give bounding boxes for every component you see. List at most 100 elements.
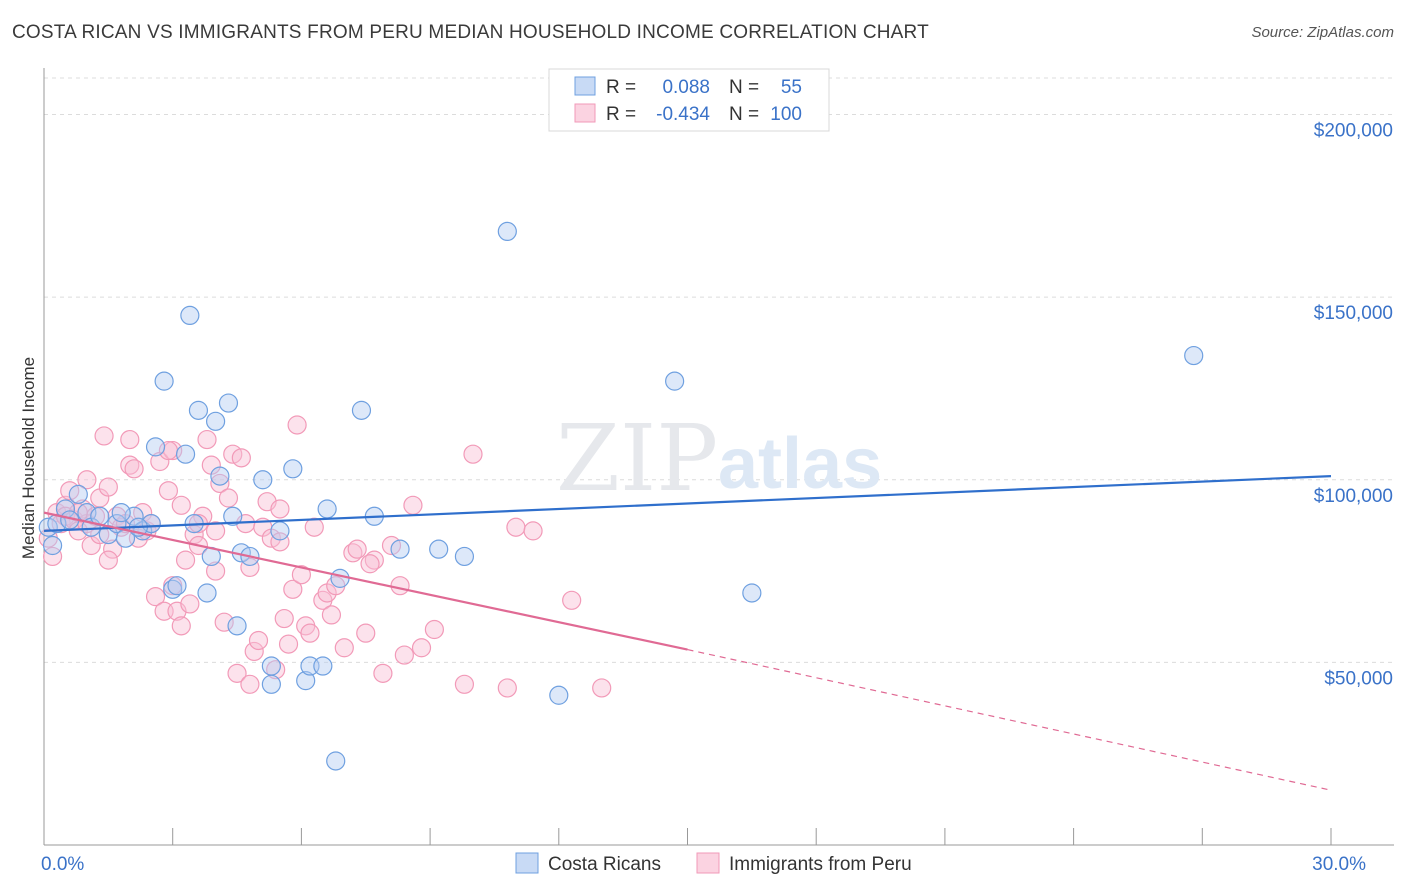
peru-point-17: [103, 539, 123, 559]
peru-point-50: [240, 674, 260, 694]
costa-rican-point-35: [296, 671, 316, 691]
costa-rican-point-51: [42, 535, 63, 556]
y-tick-labels: $50,000 $100,000 $150,000 $200,000: [1314, 121, 1393, 690]
legend-n-value-peru: 100: [770, 104, 802, 125]
costa-rican-point-37: [313, 656, 333, 676]
peru-point-42: [206, 521, 226, 541]
peru-point-30: [158, 481, 179, 501]
peru-point-35: [175, 550, 196, 570]
bottom-legend-swatch-peru: [696, 852, 720, 874]
peru-point-64: [304, 517, 324, 537]
peru-point-83: [506, 517, 526, 537]
peru-point-79: [424, 619, 444, 640]
costa-rican-point-18: [175, 444, 196, 464]
peru-point-1: [42, 546, 63, 567]
peru-point-60: [283, 579, 303, 599]
peru-point-76: [394, 645, 414, 665]
peru-point-68: [334, 638, 354, 658]
costa-rican-point-54: [227, 616, 247, 636]
costa-rican-point-15: [145, 437, 166, 457]
peru-point-88: [120, 429, 140, 450]
peru-point-70: [347, 539, 367, 559]
costa-rican-point-14: [154, 371, 174, 391]
bottom-legend-label-costa-rican: Costa Ricans: [548, 854, 661, 875]
x-tick-label-0: 0.0%: [41, 854, 84, 875]
peru-point-89: [98, 550, 118, 570]
costa-rican-point-38: [317, 499, 337, 519]
y-tick-label-2: $150,000: [1314, 303, 1393, 324]
y-tick-label-0: $50,000: [1324, 668, 1393, 689]
costa-rican-point-49: [742, 583, 762, 603]
costa-rican-point-4: [68, 484, 88, 504]
peru-point-75: [390, 576, 410, 596]
costa-rican-point-43: [390, 539, 410, 559]
peru-point-92: [321, 605, 342, 625]
peru-point-80: [454, 674, 475, 694]
peru-point-34: [171, 616, 191, 636]
costa-rican-point-32: [261, 656, 281, 676]
costa-rican-point-45: [454, 546, 475, 567]
costa-rican-point-48: [665, 371, 685, 391]
peru-point-47: [227, 663, 247, 683]
peru-point-27: [145, 587, 166, 607]
watermark: ZIP atlas: [556, 405, 882, 512]
costa-rican-point-52: [111, 503, 131, 523]
legend-n-label-costa-rican: N =: [729, 77, 759, 98]
bottom-legend-label-peru: Immigrants from Peru: [729, 854, 912, 875]
x-tick-labels: 0.0% 30.0%: [41, 854, 1366, 875]
peru-point-99: [360, 554, 380, 574]
peru-point-90: [206, 561, 226, 581]
legend-n-label-peru: N =: [729, 104, 759, 125]
costa-rican-point-34: [283, 459, 303, 479]
legend-swatch-peru: [574, 103, 596, 123]
peru-point-36: [180, 594, 200, 614]
watermark-atlas: atlas: [718, 424, 882, 504]
peru-point-22: [124, 459, 144, 479]
chart-source: Source: ZipAtlas.com: [1251, 24, 1394, 41]
costa-rican-point-30: [253, 470, 273, 490]
stats-legend: R = 0.088 N = 55 R = -0.434 N = 100: [548, 68, 830, 132]
peru-point-87: [171, 495, 191, 515]
y-tick-label-1: $100,000: [1314, 486, 1393, 507]
x-tick-label-1: 30.0%: [1312, 854, 1366, 875]
costa-rican-point-31: [261, 674, 281, 694]
peru-point-81: [463, 444, 483, 464]
peru-point-15: [94, 426, 114, 446]
peru-point-59: [278, 634, 299, 654]
costa-rican-point-47: [549, 685, 569, 705]
costa-rican-point-39: [326, 751, 346, 771]
peru-point-10: [77, 470, 97, 490]
y-axis-label: Median Household Income: [19, 357, 38, 559]
trend-line-peru-extrapolated: [687, 649, 1332, 791]
legend-r-label-costa-rican: R =: [606, 77, 636, 98]
peru-point-62: [291, 565, 311, 585]
series-costa-rican-points: [38, 221, 1204, 771]
peru-point-71: [356, 623, 376, 643]
costa-rican-point-33: [270, 521, 290, 541]
series-peru-points: [38, 415, 612, 698]
peru-point-91: [270, 499, 290, 519]
peru-point-98: [300, 623, 320, 643]
peru-point-16: [98, 477, 118, 497]
peru-point-85: [562, 590, 582, 610]
bottom-legend-swatch-costa-rican: [515, 852, 539, 874]
costa-rican-point-27: [223, 506, 243, 526]
peru-point-40: [197, 429, 217, 450]
peru-point-73: [373, 663, 393, 683]
trend-lines: [43, 475, 1332, 791]
chart-title: COSTA RICAN VS IMMIGRANTS FROM PERU MEDI…: [12, 22, 929, 43]
costa-rican-point-26: [218, 393, 239, 413]
y-tick-label-3: $200,000: [1314, 121, 1393, 142]
costa-rican-point-22: [197, 583, 217, 603]
bottom-legend: Costa Ricans Immigrants from Peru: [515, 852, 912, 875]
legend-swatch-costa-rican: [574, 76, 596, 96]
peru-point-57: [270, 532, 290, 552]
legend-r-value-peru: -0.434: [656, 104, 710, 125]
peru-point-45: [218, 488, 239, 508]
costa-rican-point-25: [210, 466, 230, 486]
legend-r-value-costa-rican: 0.088: [662, 77, 710, 98]
axes: [43, 68, 1394, 846]
peru-point-84: [523, 521, 543, 541]
costa-rican-point-46: [497, 221, 517, 241]
